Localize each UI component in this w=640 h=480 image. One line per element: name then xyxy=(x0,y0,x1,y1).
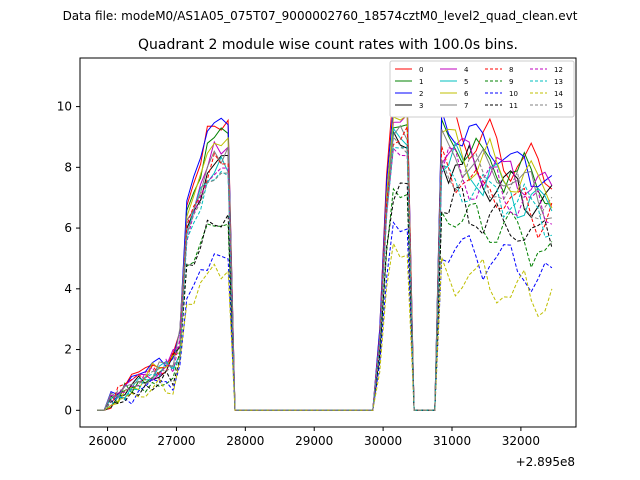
legend-label-11: 11 xyxy=(509,102,518,110)
series-line-14 xyxy=(97,241,553,411)
legend-label-3: 3 xyxy=(419,102,423,110)
series-line-10 xyxy=(97,221,553,411)
series-line-11 xyxy=(97,182,553,411)
legend-label-0: 0 xyxy=(419,66,423,74)
chart-title: Quadrant 2 module wise count rates with … xyxy=(138,37,518,53)
x-tick-label: 31000 xyxy=(433,434,471,448)
y-tick-label: 6 xyxy=(64,221,72,235)
legend-label-15: 15 xyxy=(554,102,563,110)
legend-label-4: 4 xyxy=(464,66,469,74)
x-tick-label: 26000 xyxy=(88,434,126,448)
series-line-9 xyxy=(97,187,553,411)
y-tick-label: 8 xyxy=(64,160,72,174)
axis-ticks: 26000 27000 28000 29000 30000 31000 32000 0 2 4 6 8… xyxy=(57,100,540,448)
x-tick-label: 29000 xyxy=(295,434,333,448)
series-line-13 xyxy=(97,146,553,411)
legend-label-6: 6 xyxy=(464,90,469,98)
legend-label-5: 5 xyxy=(464,78,468,86)
legend-label-8: 8 xyxy=(509,66,513,74)
legend-label-10: 10 xyxy=(509,90,518,98)
legend-label-13: 13 xyxy=(554,78,563,86)
y-tick-label: 2 xyxy=(64,343,72,357)
series-line-3 xyxy=(97,129,553,411)
legend-box xyxy=(389,60,575,118)
legend-label-7: 7 xyxy=(464,102,468,110)
plot-area xyxy=(97,89,553,411)
legend-label-2: 2 xyxy=(419,90,423,98)
y-tick-label: 4 xyxy=(64,282,72,296)
x-tick-label: 28000 xyxy=(226,434,264,448)
legend-label-14: 14 xyxy=(554,90,563,98)
x-tick-label: 30000 xyxy=(364,434,402,448)
legend-label-12: 12 xyxy=(554,66,563,74)
y-tick-label: 0 xyxy=(64,403,72,417)
x-tick-label: 27000 xyxy=(157,434,195,448)
x-tick-label: 32000 xyxy=(502,434,540,448)
legend-label-9: 9 xyxy=(509,78,513,86)
axes-frame xyxy=(79,57,577,428)
series-line-5 xyxy=(97,127,553,411)
x-offset-label: +2.895e8 xyxy=(516,455,575,469)
legend-label-1: 1 xyxy=(419,78,423,86)
suptitle: Data file: modeM0/AS1A05_075T07_90000027… xyxy=(63,9,578,23)
y-tick-label: 10 xyxy=(57,100,72,114)
series-line-15 xyxy=(97,135,553,411)
